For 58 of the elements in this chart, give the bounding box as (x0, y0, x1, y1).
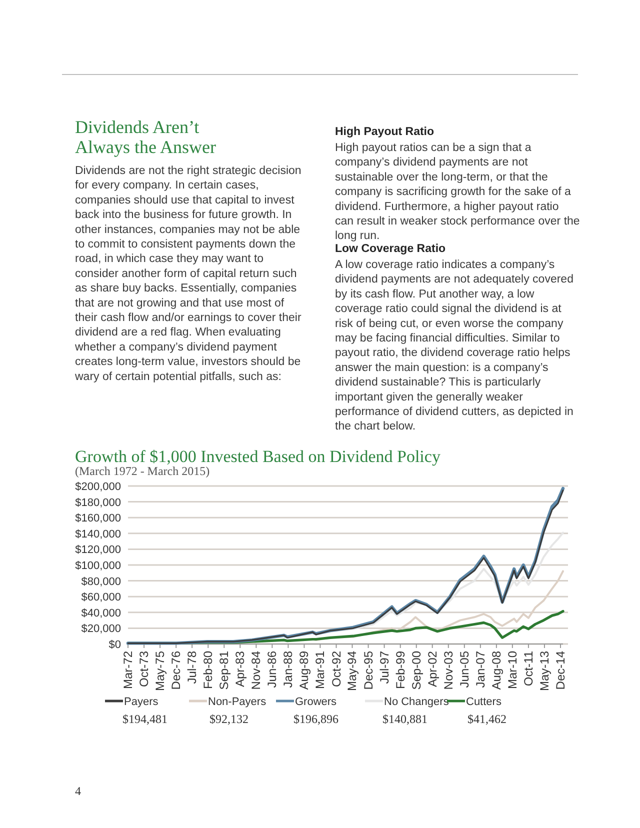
y-tick-label: $140,000 (75, 528, 121, 540)
y-tick-label: $60,000 (81, 592, 121, 604)
y-tick-label: $40,000 (81, 607, 121, 620)
chart-subtitle: (March 1972 - March 2015) (75, 464, 210, 478)
x-tick-label: Jun-86 (265, 650, 280, 688)
text: 4 (75, 784, 81, 798)
x-tick-label: Jul-78 (185, 650, 200, 684)
y-tick-label: $180,000 (75, 496, 121, 509)
y-tick-label: $100,000 (75, 560, 121, 572)
chart-title: Growth of $1,000 Invested Based on Dividend Policy (75, 447, 441, 466)
x-tick-label: Jun-05 (457, 650, 472, 688)
text: Dividends are not the right strategic decision for every company. In certain cases, companies should use that capital to invest back into the business for future growth. In other instances, companies may not be able to commit to consistent payments down the road, in which case they may want to consider another form of capital return such as share buy backs. Essentially, companies that are not growing and that use most of their cash flow and/or earnings to cover their dividend are a red flag. When evaluating whether a company’s dividend payment creates long-term value, investors should be wary of certain potential pitfalls, such as: (75, 165, 302, 383)
y-tick-label: $0 (108, 639, 121, 651)
x-tick-label: Nov-03 (441, 650, 456, 690)
x-tick-label: Dec-76 (169, 650, 184, 690)
x-tick-label: Mar-10 (505, 650, 520, 690)
text: High Payout Ratio (335, 126, 434, 138)
x-tick-label: Dec-95 (361, 650, 376, 690)
x-tick-label: May-13 (537, 650, 552, 692)
x-tick-label: Oct-73 (137, 650, 152, 688)
legend-label: Payers (124, 696, 159, 708)
text: Low Coverage Ratio (335, 243, 446, 255)
x-tick-label: May-75 (153, 650, 168, 692)
x-tick-label: Dec-14 (554, 650, 568, 690)
legend-label: Growers (295, 696, 338, 708)
text: $41,462 (468, 712, 506, 726)
y-tick-label: $20,000 (81, 623, 121, 636)
x-tick-label: Aug-08 (489, 650, 504, 690)
y-tick-label: $120,000 (75, 544, 121, 556)
legend-label: Non-Payers (208, 696, 267, 708)
x-tick-label: Jan-88 (281, 650, 296, 688)
x-tick-label: May-94 (345, 650, 360, 692)
text: High payout ratios can be a sign that a company’s dividend payments are not sustainable over the long-term, or that the company is sacrificing growth for the sake of a dividend. Furthermore, a higher payout ratio can result in weaker stock performance over the long run. (335, 142, 580, 242)
text: $194,481 (122, 712, 168, 726)
text: $92,132 (210, 712, 248, 726)
x-tick-label: Feb-99 (393, 650, 408, 690)
x-tick-label: Jul-97 (377, 650, 392, 684)
x-tick-label: Feb-80 (201, 650, 216, 690)
x-tick-label: Nov-84 (249, 650, 264, 690)
x-tick-label: Apr-02 (425, 650, 440, 688)
legend-label: Cutters (466, 696, 502, 708)
x-tick-label: Oct-11 (521, 650, 536, 686)
x-tick-label: Sep-00 (409, 650, 424, 690)
text: A low coverage ratio indicates a company’s dividend payments are not adequately covered by its cash flow. Put another way, a low coverage ratio could signal the dividend is at risk of being cut, or even worse the company may be facing financial difficulties. Similar to payout ratio, the dividend coverage ratio helps answer the main question: is a company’s dividend sustainable? This is particularly important given the generally weaker performance of dividend cutters, as depicted in the chart below. (335, 259, 574, 433)
x-tick-label: Oct-92 (329, 650, 344, 688)
x-tick-label: Apr-83 (233, 650, 248, 688)
text: $140,881 (382, 712, 428, 726)
legend-label: No Changers (384, 696, 450, 708)
x-tick-label: Sep-81 (217, 650, 232, 690)
x-tick-label: Mar-72 (121, 650, 135, 690)
x-tick-label: Jan-07 (473, 650, 488, 688)
y-tick-label: $160,000 (75, 512, 121, 525)
x-tick-label: Mar-91 (313, 650, 328, 690)
y-tick-label: $200,000 (75, 481, 121, 493)
y-tick-label: $80,000 (81, 576, 121, 588)
text: Dividends Aren’t Always the Answer (75, 117, 216, 157)
x-tick-label: Aug-89 (297, 650, 312, 690)
text: $196,896 (294, 712, 338, 726)
